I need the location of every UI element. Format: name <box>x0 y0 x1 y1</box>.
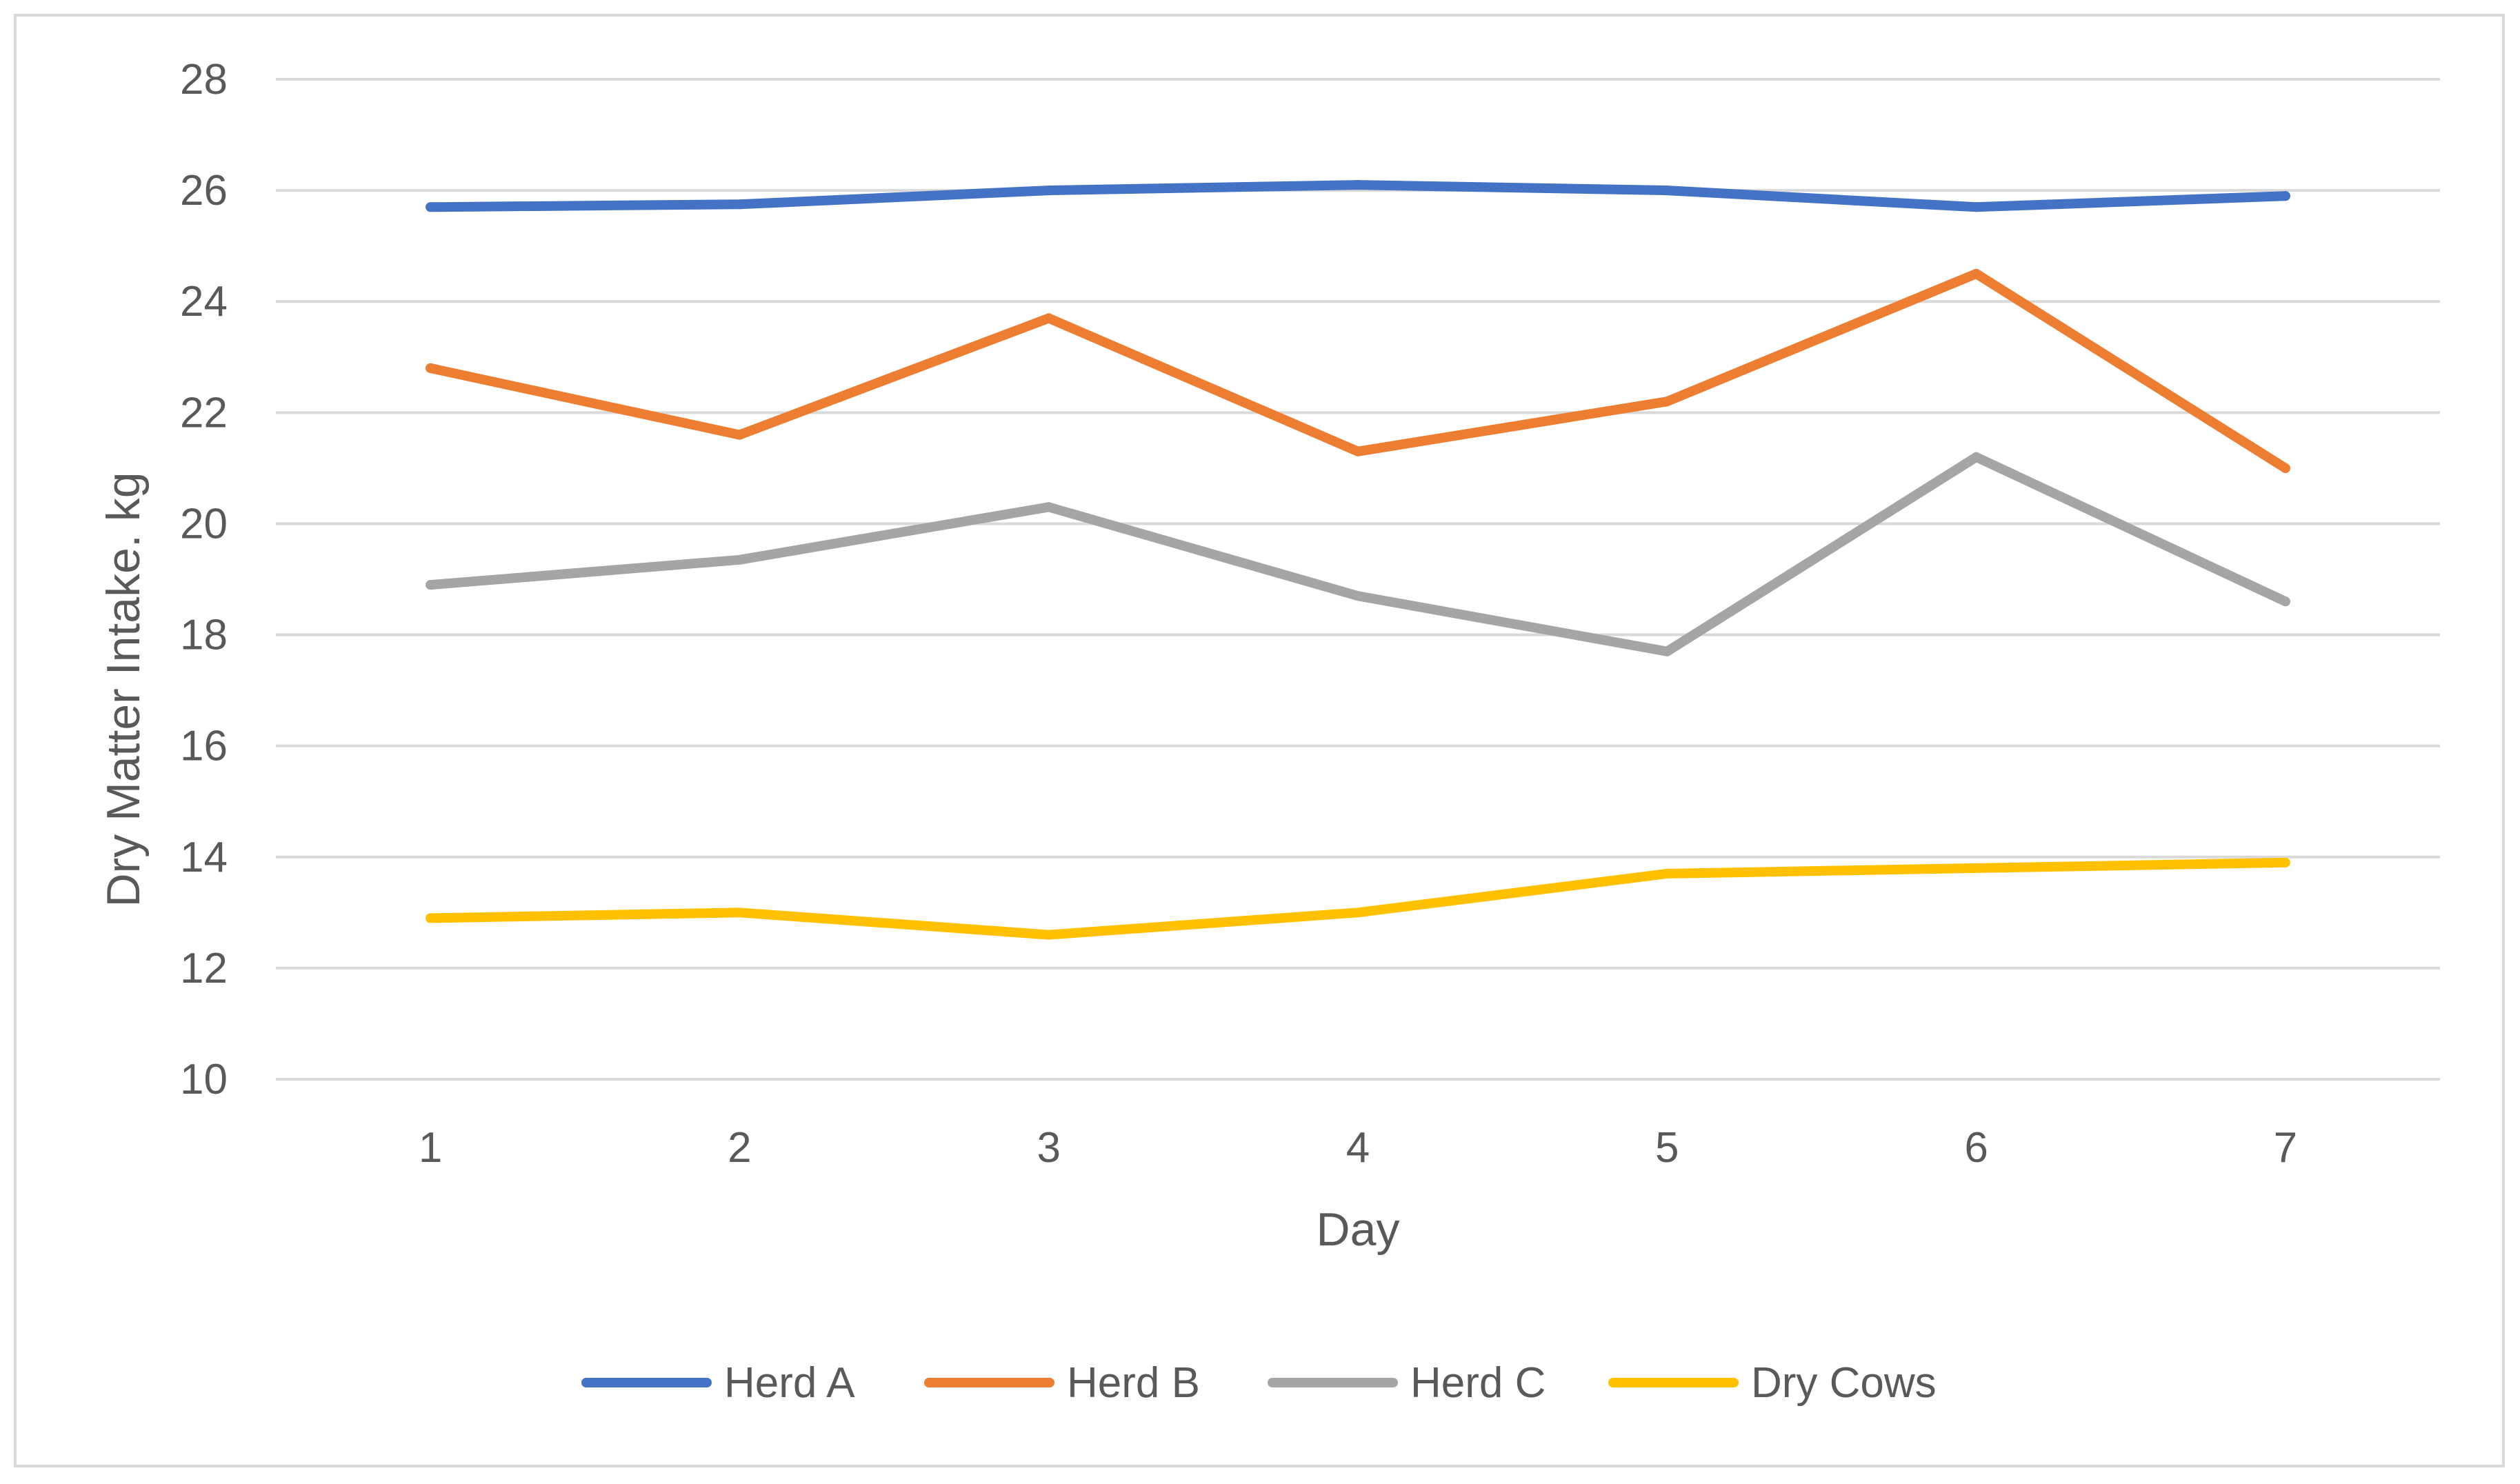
y-tick-label: 24 <box>180 278 228 325</box>
legend-label-herd-a: Herd A <box>724 1359 855 1407</box>
x-tick-label: 3 <box>1037 1124 1060 1172</box>
x-tick-label: 4 <box>1346 1124 1370 1172</box>
x-tick-label: 7 <box>2274 1124 2297 1172</box>
data-point-herd-c <box>2280 596 2290 607</box>
plot-series <box>426 180 2290 940</box>
data-point-herd-c <box>734 554 745 565</box>
data-point-herd-a <box>2280 191 2290 201</box>
x-axis-title: Day <box>1317 1203 1400 1256</box>
data-point-herd-c <box>1353 591 1363 601</box>
y-tick-label: 22 <box>180 389 228 437</box>
legend-label-herd-c: Herd C <box>1410 1359 1546 1407</box>
y-tick-label: 10 <box>180 1056 228 1103</box>
data-point-herd-b <box>1971 268 1981 279</box>
data-point-dry-cows <box>2280 857 2290 868</box>
y-tick-label: 20 <box>180 500 228 548</box>
data-point-dry-cows <box>426 913 436 923</box>
data-point-herd-a <box>426 202 436 212</box>
legend-label-herd-b: Herd B <box>1067 1359 1200 1407</box>
data-point-herd-b <box>1043 313 1054 323</box>
data-point-herd-a <box>1971 202 1981 212</box>
y-axis-title: Dry Matter Intake. kg <box>97 472 150 907</box>
x-tick-label: 5 <box>1655 1124 1679 1172</box>
series-line-dry-cows <box>426 857 2290 940</box>
legend-label-dry-cows: Dry Cows <box>1751 1359 1937 1407</box>
data-point-herd-c <box>426 580 436 590</box>
data-point-dry-cows <box>1353 908 1363 918</box>
x-tick-label: 2 <box>728 1124 751 1172</box>
data-point-herd-b <box>734 430 745 440</box>
y-tick-label: 28 <box>180 56 228 103</box>
y-tick-label: 12 <box>180 945 228 992</box>
data-point-dry-cows <box>1043 930 1054 940</box>
data-point-herd-c <box>1043 502 1054 512</box>
data-point-herd-b <box>1662 397 1672 407</box>
y-tick-label: 26 <box>180 167 228 214</box>
legend: Herd A Herd B Herd C Dry Cows <box>581 1359 1937 1407</box>
data-point-herd-c <box>1971 452 1981 462</box>
y-tick-label: 18 <box>180 612 228 659</box>
data-point-herd-b <box>2280 463 2290 473</box>
y-axis-tick-labels: 10 12 14 16 18 20 22 24 26 28 <box>180 56 228 1103</box>
x-axis-tick-labels: 1 2 3 4 5 6 7 <box>419 1124 2297 1172</box>
data-point-herd-a <box>734 199 745 210</box>
x-tick-label: 6 <box>1964 1124 1988 1172</box>
data-point-dry-cows <box>1971 863 1981 873</box>
data-point-herd-c <box>1662 646 1672 656</box>
y-tick-label: 16 <box>180 723 228 770</box>
data-point-herd-b <box>426 363 436 373</box>
x-tick-label: 1 <box>419 1124 442 1172</box>
y-tick-label: 14 <box>180 834 228 881</box>
chart-area <box>14 14 2505 1467</box>
data-point-herd-a <box>1043 186 1054 196</box>
series-line-herd-c <box>426 452 2290 656</box>
gridlines <box>276 78 2440 1081</box>
data-point-herd-b <box>1353 446 1363 457</box>
data-point-dry-cows <box>1662 868 1672 879</box>
data-point-herd-a <box>1662 186 1672 196</box>
data-point-dry-cows <box>734 908 745 918</box>
data-point-herd-a <box>1353 180 1363 190</box>
